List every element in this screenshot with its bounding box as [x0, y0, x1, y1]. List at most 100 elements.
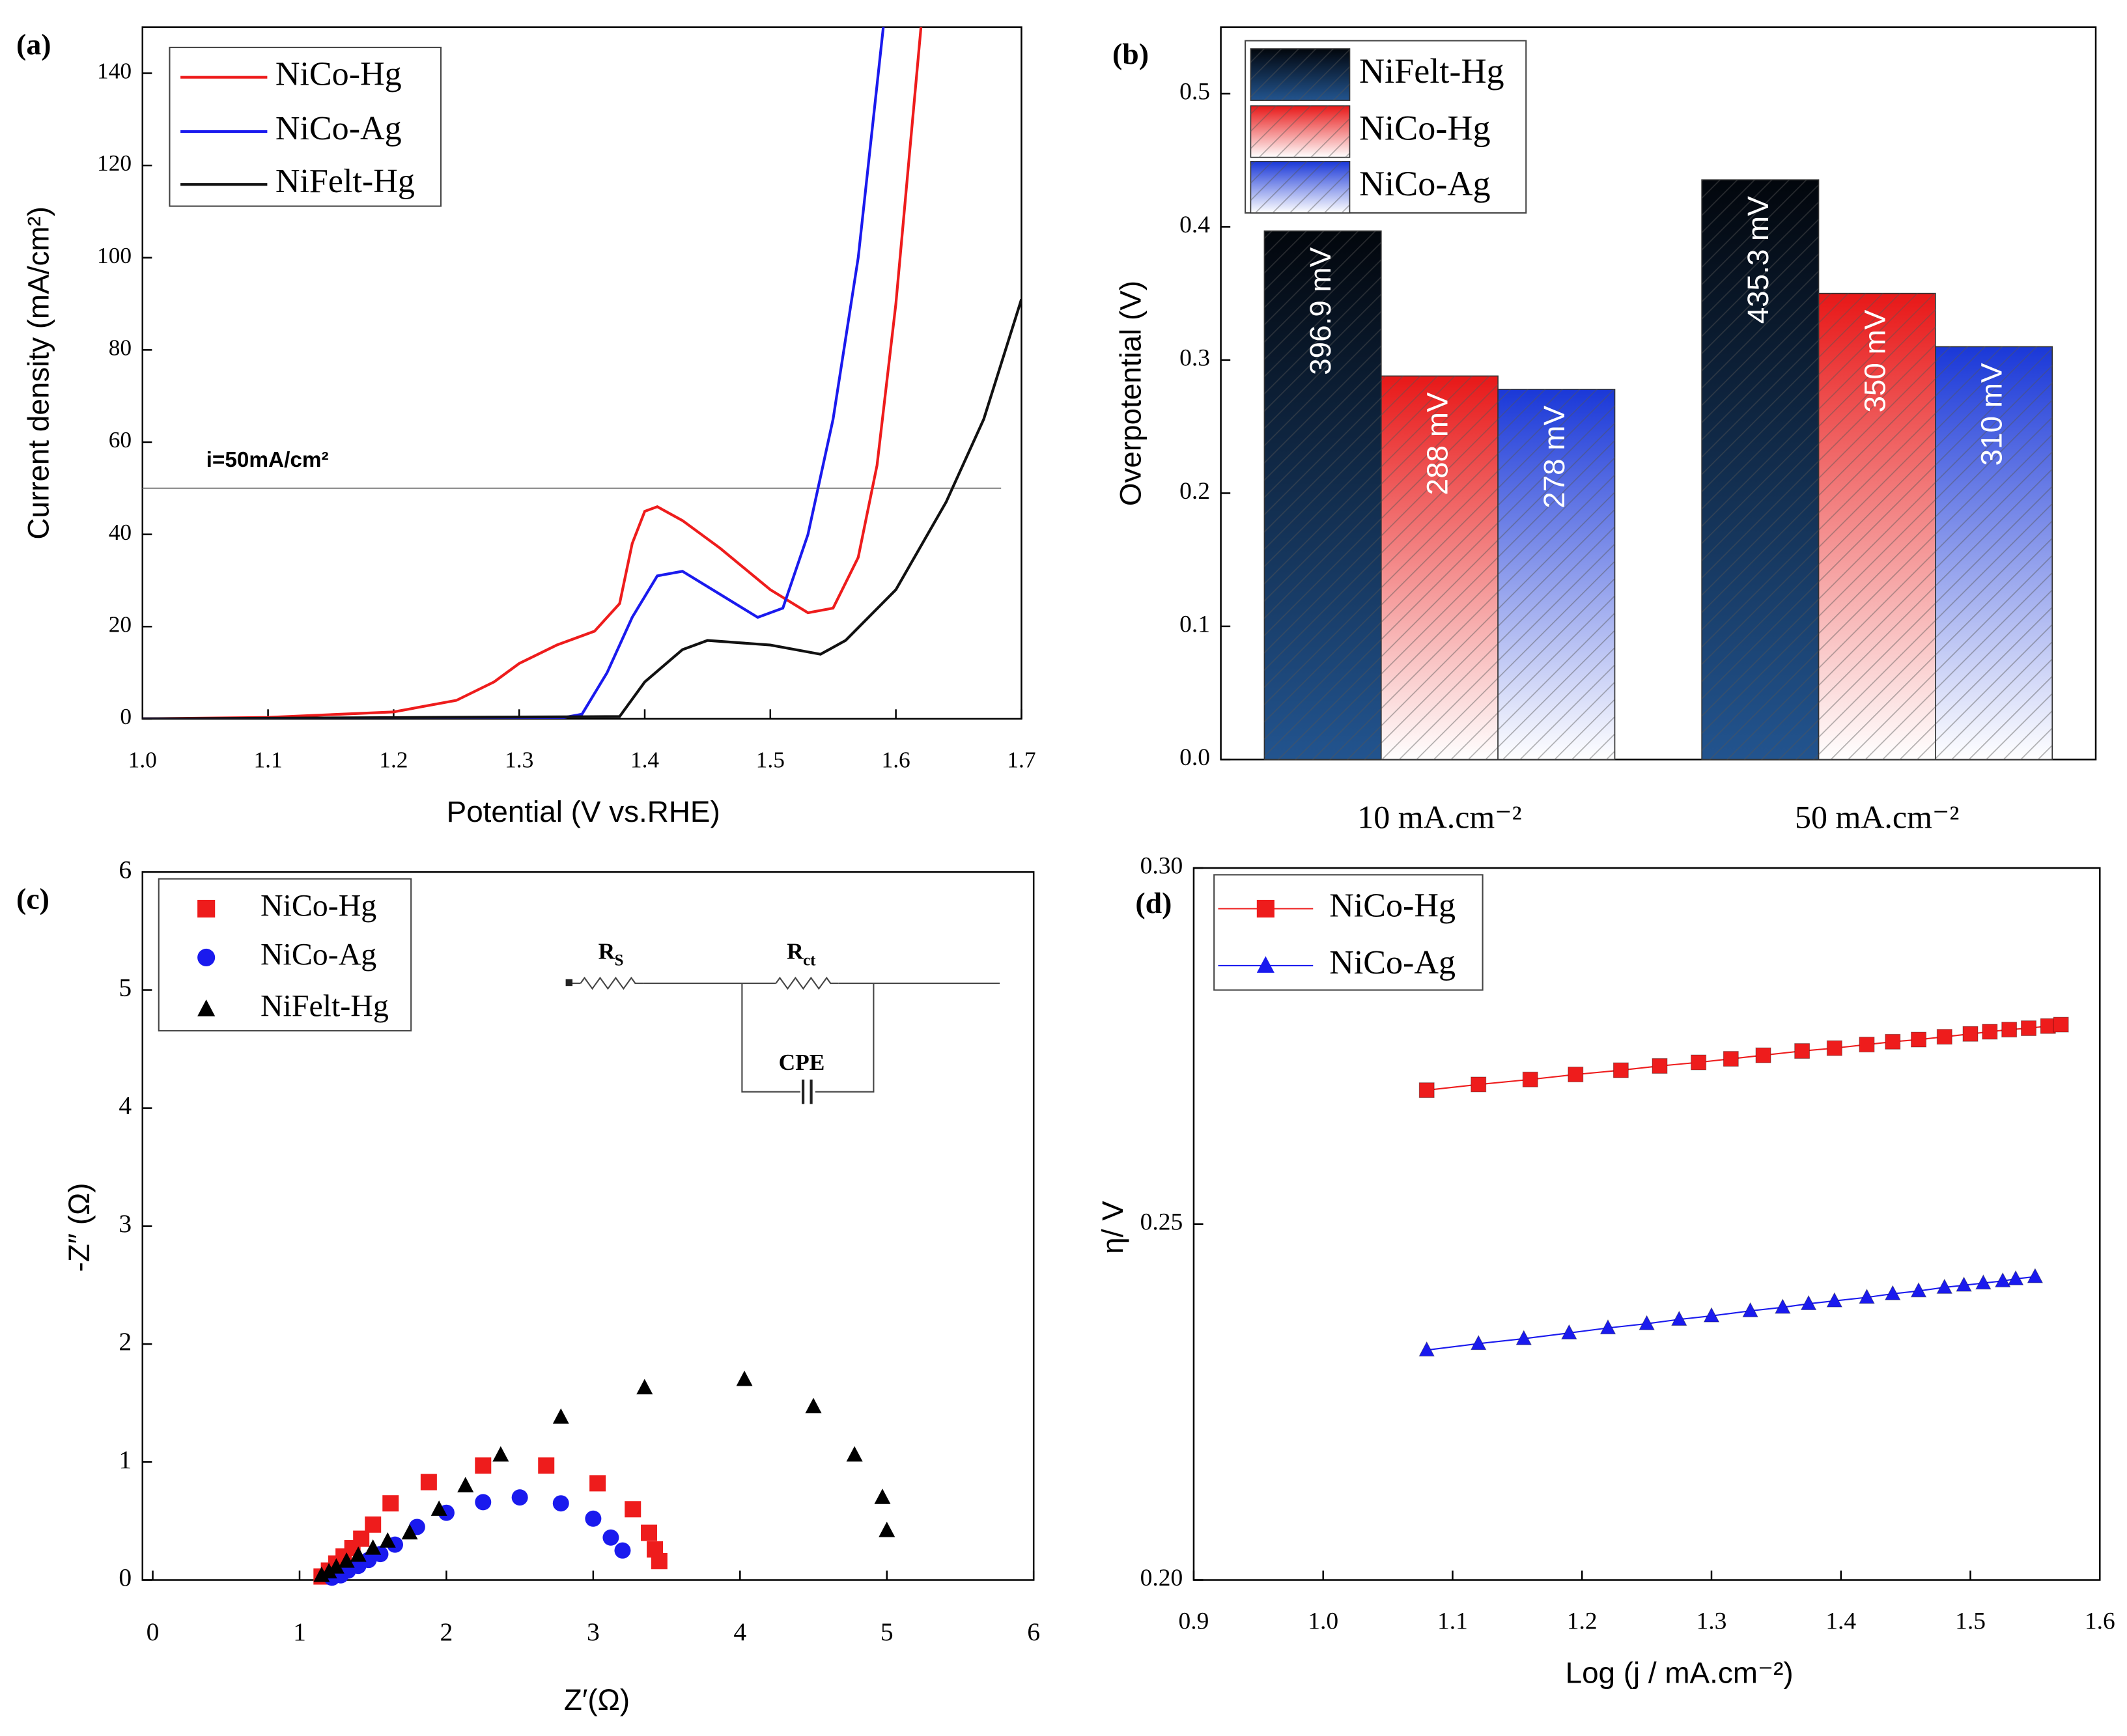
marker: [1755, 1047, 1771, 1063]
y-axis-title: Current density (mA/cm²): [22, 206, 55, 540]
marker: [197, 948, 216, 967]
marker: [585, 1510, 602, 1527]
marker: [602, 1529, 619, 1546]
x-tick-label: 1.1: [253, 747, 282, 773]
x-tick-label: 1.5: [1955, 1608, 1986, 1635]
marker: [651, 1552, 668, 1569]
y-tick-label: 0.2: [1179, 478, 1210, 505]
bar-value-label: 435.3 mV: [1741, 196, 1775, 324]
legend-label: NiCo-Hg: [275, 56, 402, 93]
marker: [1859, 1288, 1875, 1304]
x-tick-label: 1.1: [1437, 1608, 1468, 1635]
legend-label: NiCo-Hg: [1359, 108, 1491, 147]
marker: [538, 1457, 555, 1474]
marker: [475, 1494, 492, 1511]
marker: [382, 1495, 399, 1512]
marker: [1859, 1037, 1875, 1053]
marker: [2007, 1270, 2024, 1285]
circuit-terminal: [565, 979, 573, 987]
marker: [475, 1457, 492, 1474]
x-tick-label: 0: [147, 1617, 160, 1646]
series-line: [142, 27, 885, 719]
x-tick-label: 2: [440, 1617, 453, 1646]
marker: [1568, 1067, 1584, 1083]
series-line: [142, 298, 1022, 719]
bar-hatch: [1818, 293, 1936, 760]
marker: [1884, 1285, 1901, 1300]
marker: [1826, 1040, 1842, 1056]
x-axis-title: Potential (V vs.RHE): [447, 795, 720, 828]
legend-label: NiCo-Hg: [1329, 887, 1456, 924]
y-tick-label: 0.0: [1179, 744, 1210, 771]
marker: [401, 1524, 418, 1540]
marker: [328, 1558, 345, 1574]
x-tick-label: 1: [293, 1617, 306, 1646]
legend-label: NiCo-Ag: [1359, 164, 1491, 203]
marker: [1723, 1051, 1739, 1067]
resistor: [775, 976, 839, 990]
marker: [1256, 956, 1275, 973]
x-tick-label: 10 mA.cm⁻²: [1357, 799, 1521, 835]
resistor: [580, 976, 643, 990]
marker: [636, 1379, 653, 1395]
marker: [879, 1521, 895, 1537]
x-tick-label: 50 mA.cm⁻²: [1795, 799, 1959, 835]
marker: [320, 1563, 337, 1578]
plot-frame: [141, 26, 1022, 720]
marker: [492, 1446, 509, 1462]
marker: [1910, 1282, 1927, 1298]
marker: [1794, 1043, 1810, 1059]
marker: [365, 1539, 382, 1555]
y-tick-label: 0.20: [1140, 1565, 1183, 1591]
marker: [1418, 1082, 1435, 1099]
marker: [1670, 1310, 1687, 1326]
panel-label: (c): [16, 882, 49, 916]
marker: [1613, 1062, 1629, 1078]
x-tick-label: 4: [733, 1617, 746, 1646]
marker: [1522, 1071, 1538, 1087]
marker: [1936, 1278, 1953, 1294]
x-tick-label: 1.2: [379, 747, 408, 773]
y-axis-title: -Z″ (Ω): [63, 1183, 96, 1272]
x-tick-label: 6: [1027, 1617, 1040, 1646]
legend-hatch: [1250, 48, 1350, 101]
marker: [1561, 1324, 1577, 1339]
bar-value-label: 396.9 mV: [1304, 247, 1337, 375]
marker: [2027, 1268, 2044, 1283]
marker: [430, 1500, 447, 1516]
marker: [1982, 1024, 1998, 1040]
marker: [1599, 1319, 1616, 1335]
marker: [1742, 1302, 1758, 1317]
marker: [1470, 1334, 1487, 1351]
marker: [1515, 1330, 1532, 1345]
x-tick-label: 0.9: [1179, 1608, 1209, 1635]
y-tick-label: 0.4: [1179, 212, 1210, 238]
bar-hatch: [1264, 231, 1381, 760]
y-tick-label: 2: [119, 1327, 132, 1356]
bar-value-label: 288 mV: [1421, 392, 1454, 495]
series-line: [142, 27, 923, 719]
legend-label: NiCo-Ag: [1329, 944, 1456, 981]
y-tick-label: 120: [97, 150, 132, 176]
marker: [625, 1501, 641, 1518]
x-tick-label: 5: [880, 1617, 894, 1646]
marker: [1418, 1341, 1435, 1357]
bar-value-label: 310 mV: [1975, 363, 2008, 466]
y-tick-label: 0.5: [1179, 79, 1210, 105]
marker: [641, 1524, 658, 1541]
marker: [1956, 1276, 1972, 1292]
marker: [614, 1542, 631, 1559]
circuit-label-sub: ct: [803, 951, 816, 969]
legend-label: NiCo-Ag: [261, 937, 376, 972]
y-axis-title: η/ V: [1096, 1201, 1129, 1254]
marker: [511, 1489, 528, 1506]
bar-hatch: [1702, 180, 1819, 760]
y-tick-label: 20: [109, 611, 132, 637]
marker: [874, 1489, 891, 1504]
marker: [1962, 1026, 1979, 1042]
y-tick-label: 3: [119, 1209, 132, 1238]
x-tick-label: 1.2: [1567, 1608, 1598, 1635]
marker: [457, 1477, 474, 1492]
y-tick-label: 0: [120, 703, 132, 729]
